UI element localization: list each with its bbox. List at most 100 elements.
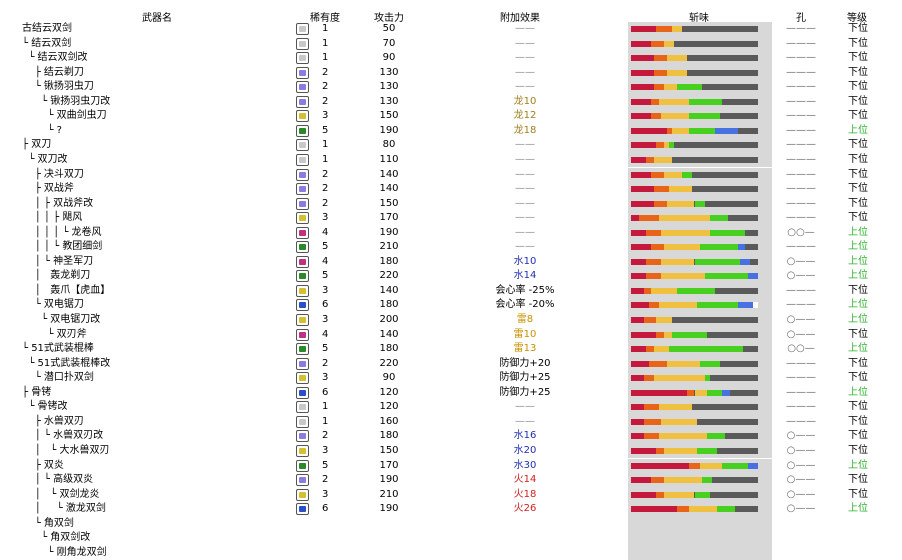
- sharpness-bar: [631, 98, 758, 105]
- weapon-name: └ 锹扬羽虫刀改: [22, 95, 111, 107]
- table-row[interactable]: └ 双电锯刀改 3 200 雷8 ○—— 上位: [0, 313, 902, 328]
- slots-value: ———: [786, 197, 816, 209]
- table-row[interactable]: └ 51式武装棍棒 5 180 雷13 ○○— 上位: [0, 342, 902, 357]
- sharpness-segment-yellow: [653, 375, 705, 382]
- rank-value: [843, 546, 873, 560]
- effect-value: 水16: [513, 430, 537, 442]
- rank-value: 下位: [848, 474, 868, 486]
- rank-value: 上位: [848, 226, 868, 238]
- sharpness-bar: [631, 433, 758, 440]
- sharpness-bar: [631, 215, 758, 222]
- table-row[interactable]: └ 锹扬羽虫刀改 2 130 龙10 ——— 下位: [0, 94, 902, 110]
- weapon-rarity-icon: [296, 81, 309, 94]
- sharpness-bar: [631, 229, 758, 236]
- sharpness-gauge: [627, 138, 772, 153]
- effect-value: 防御力+25: [499, 386, 551, 398]
- slots-value: ———: [786, 401, 816, 413]
- table-row[interactable]: │ └ 水兽双刃改 2 180 水16 ○—— 下位: [0, 429, 902, 444]
- rarity-value: [322, 546, 342, 560]
- table-row[interactable]: └ 双刃斧 4 140 雷10 ○—— 下位: [0, 327, 902, 343]
- table-row[interactable]: │ └ 激龙双剑 6 190 火26 ○—— 上位: [0, 502, 902, 517]
- sharpness-bar: [631, 404, 758, 411]
- table-row[interactable]: └ 结云双剑 1 70 —— ——— 下位: [0, 36, 902, 52]
- table-row[interactable]: │ └ 神圣军刀 4 180 水10 ○—— 上位: [0, 254, 902, 270]
- weapon-name: └ 51式武装棍棒: [22, 343, 94, 355]
- rank-value: 上位: [848, 314, 868, 325]
- sharpness-segment-green: [689, 98, 723, 105]
- weapon-rarity-icon: [296, 110, 309, 123]
- sharpness-bar: [631, 40, 758, 47]
- rank-value: 上位: [848, 503, 868, 515]
- rank-value: 下位: [848, 197, 868, 209]
- attack-value: [372, 531, 406, 546]
- sharpness-segment-yellow: [664, 142, 670, 149]
- attack-value: 220: [379, 357, 399, 369]
- sharpness-segment-red: [631, 127, 667, 134]
- table-row[interactable]: ├ 双炎 5 170 水30 ○—— 上位: [0, 458, 902, 473]
- attack-value: [372, 546, 406, 560]
- table-row[interactable]: │ │ ├ 飓风 3 170 —— ——— 下位: [0, 211, 902, 226]
- table-row[interactable]: └ 结云双剑改 1 90 —— ——— 下位: [0, 51, 902, 66]
- table-row[interactable]: │ └ 大水兽双刃 3 150 水20 ○—— 下位: [0, 443, 902, 459]
- table-row[interactable]: └ 双刀改 1 110 —— ——— 下位: [0, 152, 902, 168]
- rarity-value: [322, 517, 342, 532]
- effect-value: 龙10: [513, 95, 537, 107]
- rank-value: 上位: [848, 299, 868, 311]
- weapon-name: ├ 结云剃刀: [22, 66, 84, 78]
- sharpness-segment-orange: [651, 40, 664, 47]
- weapon-name: 古结云双剑: [22, 23, 72, 34]
- table-row[interactable]: ├ 水兽双刃 1 160 —— ——— 下位: [0, 414, 902, 430]
- weapon-name: └ 结云双剑改: [22, 52, 88, 64]
- weapon-name: ├ 双炎: [22, 459, 64, 471]
- table-row[interactable]: └ 锹扬羽虫刀 2 130 —— ——— 下位: [0, 80, 902, 95]
- table-row[interactable]: └ 潜口扑双剑 3 90 防御力+25 ——— 下位: [0, 371, 902, 386]
- rarity-value: 5: [322, 124, 329, 136]
- table-row[interactable]: │ │ │ └ 龙卷风 4 190 —— ○○— 上位: [0, 225, 902, 241]
- sharpness-segment-yellow: [656, 317, 672, 323]
- table-row[interactable]: │ 轰龙剃刀 5 220 水14 ○—— 上位: [0, 269, 902, 284]
- slots-value: ———: [786, 139, 816, 151]
- table-row[interactable]: └ 角双剑: [0, 516, 902, 532]
- rank-value: 上位: [848, 459, 868, 471]
- sharpness-gauge: [627, 80, 772, 95]
- table-row[interactable]: └ 骨铐改 1 120 —— ——— 下位: [0, 400, 902, 415]
- table-row[interactable]: └ 51式武装棍棒改 2 220 防御力+20 ——— 下位: [0, 356, 902, 372]
- rarity-value: 4: [322, 328, 329, 340]
- effect-value: 防御力+25: [499, 372, 551, 384]
- table-row[interactable]: │ └ 高级双炎 2 190 火14 ○—— 下位: [0, 473, 902, 488]
- table-row[interactable]: │ │ └ 教团细剑 5 210 —— ——— 上位: [0, 240, 902, 255]
- sharpness-segment-orange: [638, 215, 659, 222]
- weapon-name: └ 双电锯刀: [22, 299, 84, 311]
- sharpness-segment-red: [631, 215, 639, 222]
- sharpness-segment-grey: [750, 258, 758, 265]
- table-row[interactable]: └ 双曲剑虫刀 3 150 龙12 ——— 下位: [0, 109, 902, 124]
- table-row[interactable]: │ └ 双剑龙炎 3 210 火18 ○—— 下位: [0, 487, 902, 503]
- table-row[interactable]: ├ 决斗双刀 2 140 —— ——— 下位: [0, 167, 902, 182]
- slots-value: ———: [786, 299, 816, 311]
- table-row[interactable]: 古结云双剑 1 50 —— ——— 下位: [0, 22, 902, 37]
- table-row[interactable]: ├ 骨铐 6 120 防御力+25 ——— 上位: [0, 385, 902, 401]
- table-row[interactable]: └ 双电锯刀 6 180 会心率 -20% ——— 上位: [0, 298, 902, 313]
- weapon-rarity-icon: [296, 503, 309, 516]
- table-row[interactable]: ├ 双战斧 2 140 —— ——— 下位: [0, 182, 902, 197]
- table-row[interactable]: │ ├ 双战斧改 2 150 —— ——— 下位: [0, 196, 902, 212]
- sharpness-segment-red: [631, 477, 652, 484]
- table-row[interactable]: └ ? 5 190 龙18 ——— 上位: [0, 123, 902, 139]
- sharpness-gauge: [627, 196, 772, 212]
- weapon-name: │ └ 大水兽双刃: [22, 444, 110, 456]
- sharpness-segment-green: [671, 331, 708, 338]
- table-row[interactable]: ├ 结云剃刀 2 130 —— ——— 下位: [0, 65, 902, 81]
- attack-value: 70: [382, 37, 396, 49]
- table-row[interactable]: ├ 双刀 1 80 —— ——— 下位: [0, 138, 902, 153]
- weapon-name: └ 双电锯刀改: [22, 314, 101, 325]
- table-row[interactable]: └ 刚角龙双剑: [0, 545, 902, 560]
- rank-value: 下位: [848, 110, 868, 122]
- weapon-rarity-icon: [296, 459, 309, 472]
- attack-value: 210: [379, 241, 399, 253]
- sharpness-gauge: [627, 458, 772, 473]
- table-row[interactable]: │ 轰爪【虎血】 3 140 会心率 -25% ——— 下位: [0, 283, 902, 299]
- rarity-value: 3: [322, 212, 329, 224]
- sharpness-bar: [631, 26, 758, 32]
- weapon-name: │ └ 水兽双刃改: [22, 430, 104, 442]
- table-row[interactable]: └ 角双剑改: [0, 531, 902, 546]
